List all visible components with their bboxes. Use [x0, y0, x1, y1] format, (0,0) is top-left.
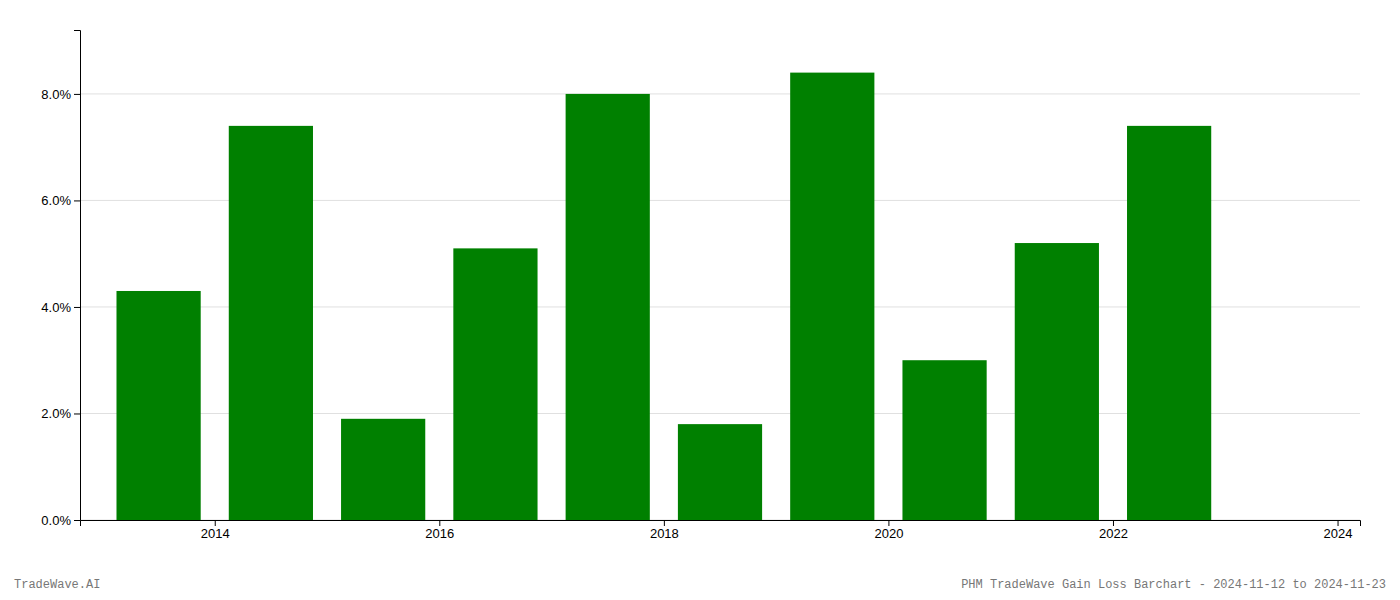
x-tick-mark	[439, 520, 440, 526]
y-tick-mark	[74, 200, 80, 201]
y-tick-label: 6.0%	[41, 193, 71, 208]
x-tick-label: 2024	[1324, 526, 1353, 541]
footer-text: TradeWave.AI	[14, 578, 100, 592]
x-tick: 2016	[425, 520, 454, 541]
bar	[790, 73, 874, 520]
bar	[1127, 126, 1211, 520]
y-tick-label: 0.0%	[41, 513, 71, 528]
x-tick-label: 2014	[201, 526, 230, 541]
x-tick-label: 2020	[874, 526, 903, 541]
y-tick-mark	[74, 307, 80, 308]
y-tick: 6.0%	[41, 193, 80, 208]
bar	[453, 248, 537, 520]
y-tick: 0.0%	[41, 513, 80, 528]
x-tick-mark	[664, 520, 665, 526]
x-axis: 2014 2016 2018 2020 2022 2024	[81, 520, 1361, 541]
bar	[1015, 243, 1099, 520]
x-tick-label: 2016	[425, 526, 454, 541]
bar	[566, 94, 650, 520]
x-tick-mark	[888, 520, 889, 526]
y-tick: 2.0%	[41, 406, 80, 421]
x-tick-label: 2018	[650, 526, 679, 541]
x-tick: 2024	[1324, 520, 1353, 541]
bar	[678, 424, 762, 520]
bar	[902, 360, 986, 520]
x-tick: 2014	[201, 520, 230, 541]
y-tick-label: 4.0%	[41, 300, 71, 315]
grid-line	[80, 93, 1360, 94]
y-tick-mark	[74, 413, 80, 414]
x-tick: 2022	[1099, 520, 1128, 541]
plot: 2014 2016 2018 2020 2022 2024 0.0% 2.0% 4.0% 6.0%…	[41, 31, 1360, 542]
y-axis: 0.0% 2.0% 4.0% 6.0% 8.0%	[41, 31, 80, 528]
x-tick-label: 2022	[1099, 526, 1128, 541]
x-tick: 2018	[650, 520, 679, 541]
grid	[80, 94, 1360, 520]
x-tick-mark	[1113, 520, 1114, 526]
bars	[116, 73, 1211, 520]
y-tick-mark	[74, 94, 80, 95]
bar	[116, 291, 200, 520]
footer: TradeWave.AI PHM TradeWave Gain Loss Barc…	[14, 578, 1386, 592]
y-tick: 4.0%	[41, 300, 80, 315]
y-tick: 8.0%	[41, 87, 80, 102]
x-axis-line	[81, 521, 1361, 527]
bar	[341, 419, 425, 520]
footer-text: PHM TradeWave Gain Loss Barchart - 2024-…	[961, 578, 1386, 592]
y-tick-label: 8.0%	[41, 87, 71, 102]
chart: 2014 2016 2018 2020 2022 2024 0.0% 2.0% 4.0% 6.0%…	[0, 0, 1400, 600]
y-tick-mark	[74, 520, 80, 521]
x-tick: 2020	[874, 520, 903, 541]
bar	[229, 126, 313, 520]
y-axis-line	[74, 31, 81, 521]
x-tick-mark	[1338, 520, 1339, 526]
y-tick-label: 2.0%	[41, 406, 71, 421]
x-tick-mark	[215, 520, 216, 526]
